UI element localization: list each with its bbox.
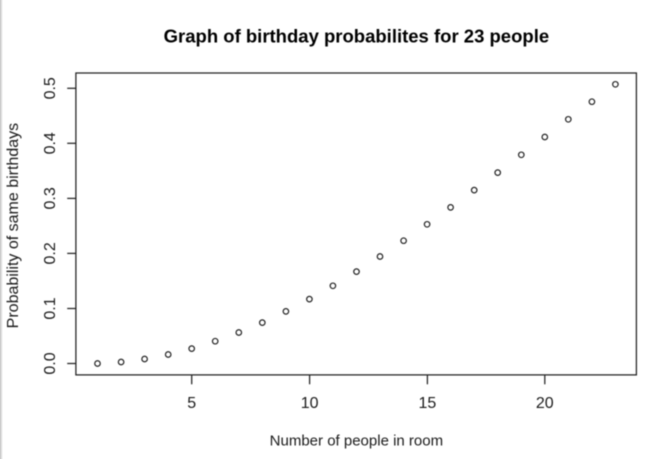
svg-text:0.3: 0.3 [42, 187, 59, 209]
svg-text:0.4: 0.4 [42, 132, 59, 154]
svg-text:Probability of same birthdays: Probability of same birthdays [5, 123, 22, 328]
svg-text:Number of people in room: Number of people in room [270, 432, 443, 449]
svg-text:0.5: 0.5 [42, 77, 59, 99]
svg-text:0.1: 0.1 [42, 297, 59, 319]
svg-text:5: 5 [187, 395, 196, 412]
svg-text:0.0: 0.0 [42, 352, 59, 374]
svg-text:20: 20 [536, 395, 554, 412]
svg-text:15: 15 [419, 395, 437, 412]
svg-text:10: 10 [301, 395, 319, 412]
svg-text:Graph of birthday probabilites: Graph of birthday probabilites for 23 pe… [164, 26, 549, 47]
svg-text:0.2: 0.2 [42, 242, 59, 264]
